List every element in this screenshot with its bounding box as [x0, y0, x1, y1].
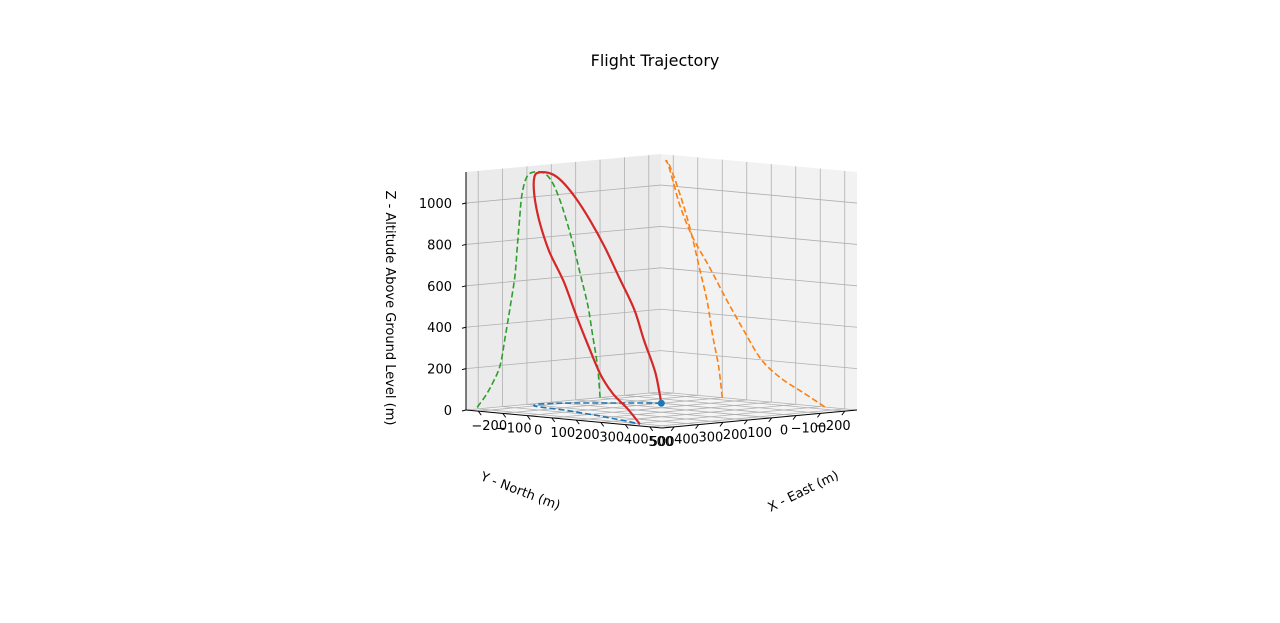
y-axis-line: [661, 409, 858, 429]
series-trajectory: [532, 171, 663, 425]
grid-line-x-floor: [576, 401, 772, 421]
y-tick-label: 200: [723, 428, 748, 443]
x-tick: [624, 424, 629, 429]
pane-xz: [661, 154, 857, 410]
axis-lines: [461, 172, 858, 432]
grid-line-z-xz: [660, 308, 858, 328]
grid-line-z-yz: [465, 184, 662, 204]
grid-line-x-floor: [551, 399, 747, 419]
y-axis-label: Y - North (m): [477, 469, 562, 514]
z-tick-label: 0: [444, 404, 452, 419]
grid-line-z-yz: [465, 226, 662, 245]
marker-start-point: [657, 399, 665, 407]
y-tick-label: 0: [780, 424, 788, 439]
y-tick: [670, 426, 675, 432]
y-tick-label: 400: [674, 433, 699, 448]
x-axis-label: X - East (m): [766, 468, 842, 515]
x-tick-label: 500: [648, 435, 673, 450]
z-tick-label: 200: [427, 363, 452, 378]
x-tick: [600, 422, 605, 427]
z-tick: [461, 326, 467, 329]
grid-line-z-yz: [465, 308, 662, 328]
series-projection-xz: [665, 159, 826, 408]
y-tick: [695, 424, 699, 429]
grid-line-y-floor: [551, 401, 748, 421]
grid-line-x-floor: [649, 408, 845, 428]
grid-line-y-floor: [526, 403, 723, 423]
chart-title: Flight Trajectory: [591, 51, 720, 70]
grid-line-z-xz: [660, 267, 858, 287]
z-tick: [461, 409, 467, 412]
y-tick-label: 500: [650, 435, 675, 450]
grid-line-z-xz: [660, 350, 858, 370]
grid-line-z-yz: [465, 350, 662, 370]
z-tick: [461, 368, 467, 371]
y-tick: [743, 419, 748, 425]
grid-line-z-yz: [465, 267, 662, 287]
grid-line-x-floor: [625, 406, 821, 426]
series-ground-track: [532, 402, 662, 425]
z-axis-label: Z - Altitude Above Ground Level (m): [382, 191, 397, 426]
y-tick-label: −200: [815, 419, 851, 434]
series-projection-yz: [475, 170, 601, 410]
x-tick-label: 0: [534, 424, 542, 439]
z-tick-label: 1000: [419, 197, 452, 212]
z-tick-label: 800: [427, 238, 452, 253]
y-tick: [792, 415, 797, 420]
grid-line-y-floor: [575, 399, 772, 419]
y-tick: [719, 422, 724, 427]
x-axis-line: [465, 409, 663, 429]
x-tick-label: 200: [575, 428, 600, 443]
x-tick-label: −200: [471, 419, 507, 434]
x-tick: [526, 415, 531, 420]
grid-line-x-floor: [478, 392, 674, 412]
grid-line-z-yz: [465, 391, 662, 411]
x-tick-label: 100: [550, 426, 575, 441]
z-tick: [461, 243, 467, 246]
y-tick: [817, 413, 821, 418]
x-tick: [649, 426, 654, 432]
x-tick-label: 400: [624, 433, 649, 448]
x-tick-label: 300: [599, 430, 624, 445]
grid-lines: [465, 155, 858, 428]
grid-line-z-xz: [660, 226, 858, 245]
z-tick: [461, 202, 467, 205]
x-tick: [575, 419, 580, 425]
axis-panes: [466, 154, 857, 428]
grid-line-y-floor: [502, 406, 699, 426]
y-tick: [841, 410, 846, 416]
y-tick-label: 100: [747, 426, 772, 441]
grid-line-y-floor: [478, 408, 675, 428]
grid-line-y-floor: [600, 397, 797, 417]
grid-line-z-xz: [660, 184, 858, 204]
x-tick: [477, 410, 482, 416]
series-layer: [475, 159, 826, 425]
grid-line-y-floor: [648, 392, 845, 412]
y-tick-label: −100: [791, 421, 827, 436]
grid-line-y-floor: [624, 394, 821, 414]
y-tick: [768, 417, 773, 423]
x-tick-label: −100: [496, 421, 532, 436]
x-tick: [551, 417, 556, 423]
tick-labels: −200−100 0 100 200 300 400 500−200−10001002003…: [419, 197, 851, 450]
z-tick-label: 600: [427, 280, 452, 295]
grid-line-x-floor: [502, 394, 698, 414]
grid-line-x-floor: [600, 403, 796, 423]
z-tick: [461, 285, 467, 288]
x-tick: [502, 413, 507, 418]
y-tick-label: 300: [699, 430, 724, 445]
z-tick-label: 400: [427, 321, 452, 336]
